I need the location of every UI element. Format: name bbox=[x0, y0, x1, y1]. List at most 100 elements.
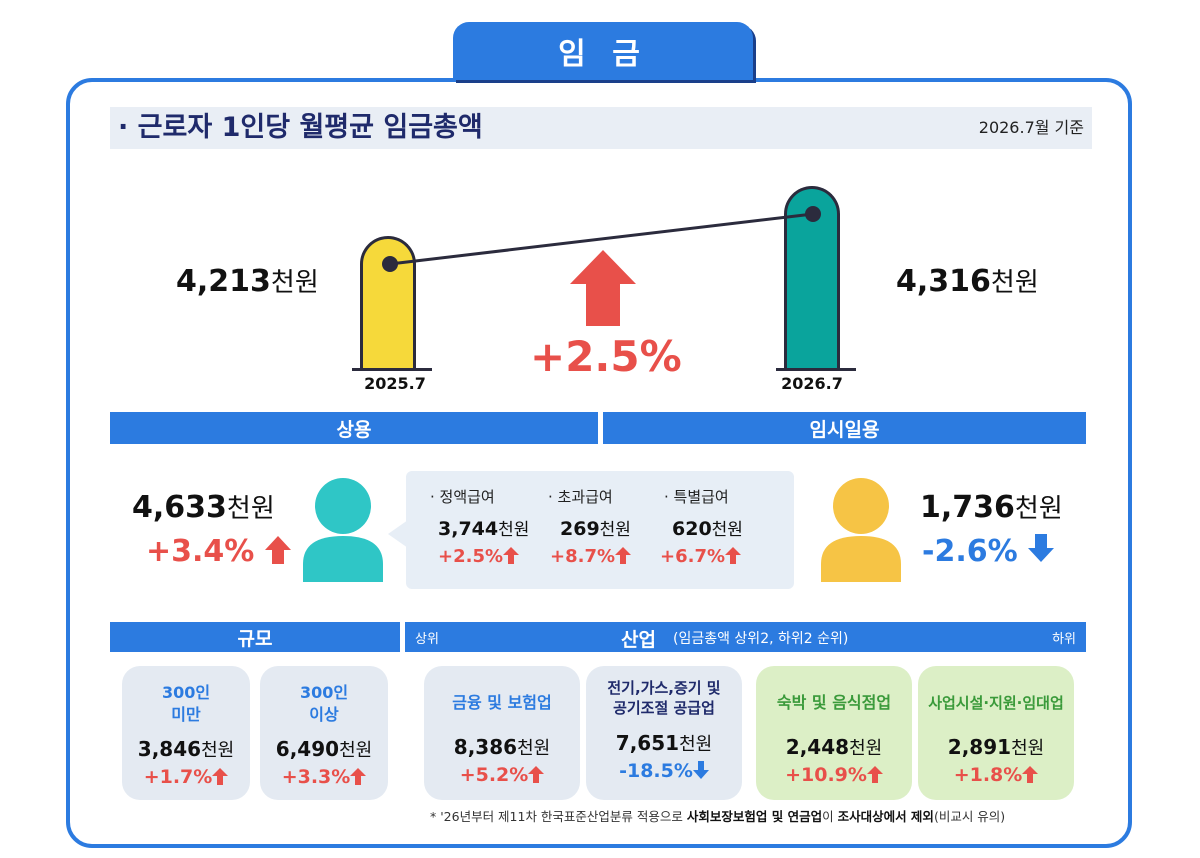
card-label: 미만 bbox=[171, 705, 201, 724]
up-arrow-icon bbox=[264, 536, 291, 564]
curr-value-unit: 천원 bbox=[990, 268, 1039, 298]
up-arrow-icon bbox=[725, 547, 742, 564]
breakdown-item: · 특별급여 620천원 +6.7% bbox=[660, 486, 774, 567]
card-change: +1.7% bbox=[122, 766, 250, 788]
temporary-change-text: -2.6% bbox=[922, 534, 1018, 569]
industry-card: 전기,가스,증기 및 공기조절 공급업 7,651천원 -18.5% bbox=[586, 666, 742, 800]
temporary-value-unit: 천원 bbox=[1014, 494, 1063, 524]
card-label: 300인 bbox=[299, 683, 349, 702]
curr-point bbox=[805, 206, 821, 222]
card-label: 이상 bbox=[309, 705, 339, 724]
industry-card: 금융 및 보험업 8,386천원 +5.2% bbox=[424, 666, 580, 800]
breakdown-change: +2.5% bbox=[438, 546, 540, 567]
card-change: +5.2% bbox=[424, 764, 580, 786]
breakdown-value: 269천원 bbox=[560, 518, 631, 540]
curr-value: 4,316천원 bbox=[896, 262, 1039, 299]
breakdown-label: · 정액급여 bbox=[430, 488, 495, 506]
industry-card: 숙박 및 음식점업 2,448천원 +10.9% bbox=[756, 666, 912, 800]
breakdown-item: · 초과급여 269천원 +8.7% bbox=[548, 486, 658, 567]
card-value: 2,448천원 bbox=[785, 735, 883, 759]
breakdown-label: · 특별급여 bbox=[664, 488, 729, 506]
section-heading: · 근로자 1인당 월평균 임금총액 bbox=[118, 112, 483, 143]
page-title: 임 금 bbox=[453, 22, 753, 80]
trend-line bbox=[382, 206, 821, 326]
regular-change-text: +3.4% bbox=[146, 534, 255, 569]
size-header: 규모 bbox=[110, 622, 400, 652]
up-arrow-icon bbox=[570, 250, 636, 326]
prev-value: 4,213천원 bbox=[176, 262, 319, 299]
footnote-text: (비교시 유의) bbox=[933, 809, 1006, 824]
card-label: 300인 bbox=[161, 683, 211, 702]
content-frame bbox=[66, 78, 1132, 848]
industry-card: 사업시설·지원·임대업 2,891천원 +1.8% bbox=[918, 666, 1074, 800]
prev-point bbox=[382, 256, 398, 272]
card-label: 숙박 및 음식점업 bbox=[776, 693, 892, 712]
temporary-change: -2.6% bbox=[922, 534, 1055, 569]
prev-label: 2025.7 bbox=[364, 374, 426, 393]
up-arrow-icon bbox=[1022, 766, 1039, 783]
card-value: 8,386천원 bbox=[453, 735, 551, 759]
bubble-pointer bbox=[388, 520, 408, 548]
trend-line-segment bbox=[389, 212, 814, 266]
overall-change: +2.5% bbox=[530, 332, 682, 381]
industry-note: (임금총액 상위2, 하위2 순위) bbox=[673, 631, 849, 647]
temporary-value-number: 1,736 bbox=[920, 490, 1015, 525]
regular-value: 4,633천원 bbox=[132, 488, 275, 525]
card-value: 7,651천원 bbox=[615, 731, 713, 755]
footnote-text: * '26년부터 제11차 한국표준산업분류 적용으로 bbox=[430, 809, 687, 824]
size-card-under-300: 300인 미만 3,846천원 +1.7% bbox=[122, 666, 250, 800]
card-change: -18.5% bbox=[586, 760, 742, 782]
person-icon bbox=[821, 478, 901, 582]
up-arrow-icon bbox=[503, 547, 520, 564]
baseline-right bbox=[776, 368, 856, 371]
breakdown-label: · 초과급여 bbox=[548, 488, 613, 506]
prev-bar bbox=[360, 236, 416, 370]
up-arrow-icon bbox=[212, 768, 229, 785]
footnote-bold: 사회보장보험업 및 연금업 bbox=[686, 809, 823, 824]
industry-header-bar: 상위 산업 (임금총액 상위2, 하위2 순위) 하위 bbox=[405, 622, 1086, 652]
card-value: 3,846천원 bbox=[137, 737, 235, 761]
card-change: +1.8% bbox=[918, 764, 1074, 786]
industry-top-label: 상위 bbox=[415, 632, 439, 647]
breakdown-item: · 정액급여 3,744천원 +2.5% bbox=[430, 486, 540, 567]
industry-header: 산업 bbox=[621, 629, 656, 651]
card-value: 2,891천원 bbox=[947, 735, 1045, 759]
size-card-300-plus: 300인 이상 6,490천원 +3.3% bbox=[260, 666, 388, 800]
breakdown-change: +6.7% bbox=[660, 546, 774, 567]
curr-value-number: 4,316 bbox=[896, 264, 991, 299]
card-label: 전기,가스,증기 및 bbox=[607, 679, 721, 697]
down-arrow-icon bbox=[1028, 534, 1055, 562]
down-arrow-icon bbox=[692, 761, 709, 779]
prev-value-unit: 천원 bbox=[270, 268, 319, 298]
industry-bottom-label: 하위 bbox=[1052, 632, 1076, 647]
footnote-bold: 조사대상에서 제외 bbox=[837, 809, 934, 824]
regular-change: +3.4% bbox=[146, 534, 291, 569]
curr-label: 2026.7 bbox=[781, 374, 843, 393]
regular-breakdown-bubble bbox=[406, 471, 794, 589]
regular-value-number: 4,633 bbox=[132, 490, 227, 525]
breakdown-value: 620천원 bbox=[672, 518, 743, 540]
prev-value-number: 4,213 bbox=[176, 264, 271, 299]
footnote: * '26년부터 제11차 한국표준산업분류 적용으로 사회보장보험업 및 연금… bbox=[430, 806, 1005, 825]
card-value: 6,490천원 bbox=[275, 737, 373, 761]
footnote-text: 이 bbox=[822, 809, 838, 824]
temporary-value: 1,736천원 bbox=[920, 488, 1063, 525]
basis-date: 2026.7월 기준 bbox=[978, 118, 1084, 137]
regular-header: 상용 bbox=[110, 412, 598, 444]
person-icon bbox=[303, 478, 383, 582]
card-change: +3.3% bbox=[260, 766, 388, 788]
section-heading-bar bbox=[110, 107, 1092, 149]
card-change: +10.9% bbox=[756, 764, 912, 786]
up-arrow-icon bbox=[528, 766, 545, 783]
up-arrow-icon bbox=[866, 766, 883, 783]
temporary-header: 임시일용 bbox=[603, 412, 1086, 444]
breakdown-value: 3,744천원 bbox=[438, 518, 530, 540]
regular-value-unit: 천원 bbox=[226, 494, 275, 524]
up-arrow-icon bbox=[350, 768, 367, 785]
up-arrow-icon bbox=[615, 547, 632, 564]
card-label: 사업시설·지원·임대업 bbox=[928, 694, 1064, 712]
card-label: 금융 및 보험업 bbox=[452, 693, 552, 712]
baseline-left bbox=[352, 368, 432, 371]
breakdown-change: +8.7% bbox=[550, 546, 658, 567]
card-label: 공기조절 공급업 bbox=[613, 699, 715, 717]
